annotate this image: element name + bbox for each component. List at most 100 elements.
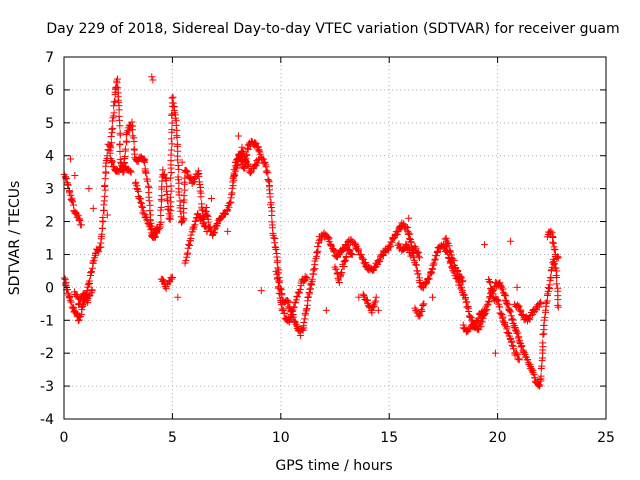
data-point (351, 239, 359, 247)
data-point (150, 233, 158, 241)
y-tick-label: -2 (40, 346, 54, 362)
data-point (172, 121, 180, 129)
data-point (77, 221, 85, 229)
data-point (303, 273, 311, 281)
data-point (201, 222, 209, 230)
data-point (146, 207, 154, 215)
data-point (88, 268, 96, 276)
data-point (158, 192, 166, 200)
data-point (233, 161, 241, 169)
y-tick-label: 1 (45, 247, 54, 263)
data-point (290, 303, 298, 311)
data-point (225, 199, 233, 207)
data-point (123, 138, 131, 146)
data-point (415, 252, 423, 260)
data-point (405, 229, 413, 237)
data-point (280, 306, 288, 314)
data-point (95, 248, 103, 256)
data-point (340, 258, 348, 266)
data-point (173, 133, 181, 141)
data-point (232, 167, 240, 175)
data-point (196, 213, 204, 221)
data-point (107, 158, 115, 166)
data-point (85, 277, 93, 285)
data-point (167, 146, 175, 154)
data-point (486, 277, 494, 285)
data-point (314, 242, 322, 250)
data-point (164, 197, 172, 205)
data-point (527, 312, 535, 320)
data-point (69, 201, 77, 209)
data-point (141, 158, 149, 166)
data-points (60, 73, 562, 390)
data-point (182, 257, 190, 265)
data-point (267, 204, 275, 212)
data-point (507, 237, 515, 245)
data-point (372, 297, 380, 305)
data-point (284, 299, 292, 307)
data-point (115, 106, 123, 114)
data-point (313, 248, 321, 256)
data-point (224, 227, 232, 235)
data-point (64, 180, 72, 188)
data-point (111, 88, 119, 96)
data-point (504, 301, 512, 309)
data-point (101, 192, 109, 200)
data-point (515, 356, 523, 364)
data-point (515, 302, 523, 310)
data-point (167, 135, 175, 143)
data-point (307, 279, 315, 287)
data-point (157, 203, 165, 211)
data-point (346, 246, 354, 254)
data-point (175, 165, 183, 173)
x-tick-label: 25 (597, 430, 615, 446)
data-point (132, 178, 140, 186)
data-point (497, 310, 505, 318)
data-point (69, 198, 77, 206)
data-point (376, 256, 384, 264)
data-point (174, 156, 182, 164)
data-point (420, 300, 428, 308)
data-point (180, 192, 188, 200)
data-point (107, 132, 115, 140)
data-point (374, 306, 382, 314)
data-point (255, 155, 263, 163)
data-point (101, 175, 109, 183)
data-point (197, 193, 205, 201)
data-point (204, 224, 212, 232)
data-point (167, 174, 175, 182)
data-point (300, 319, 308, 327)
data-point (275, 283, 283, 291)
data-point (133, 184, 141, 192)
data-point (465, 308, 473, 316)
data-point (424, 274, 432, 282)
data-point (169, 93, 177, 101)
data-point (501, 319, 509, 327)
data-point (128, 118, 136, 126)
data-point (431, 256, 439, 264)
data-point (277, 301, 285, 309)
data-point (358, 254, 366, 262)
data-point (459, 277, 467, 285)
data-point (67, 155, 75, 163)
data-point (276, 290, 284, 298)
data-point (524, 355, 532, 363)
data-point (553, 280, 561, 288)
data-point (200, 221, 208, 229)
y-tick-label: 6 (45, 83, 54, 99)
data-point (421, 279, 429, 287)
data-point (98, 230, 106, 238)
data-point (156, 223, 164, 231)
data-point (152, 225, 160, 233)
data-point (265, 186, 273, 194)
data-point (423, 279, 431, 287)
data-point (107, 155, 115, 163)
x-tick-label: 5 (168, 430, 177, 446)
data-point (457, 285, 465, 293)
data-point (552, 264, 560, 272)
data-point (74, 317, 82, 325)
data-point (62, 174, 70, 182)
data-point (355, 245, 363, 253)
data-point (266, 193, 274, 201)
chart-title: Day 229 of 2018, Sidereal Day-to-day VTE… (46, 21, 619, 37)
